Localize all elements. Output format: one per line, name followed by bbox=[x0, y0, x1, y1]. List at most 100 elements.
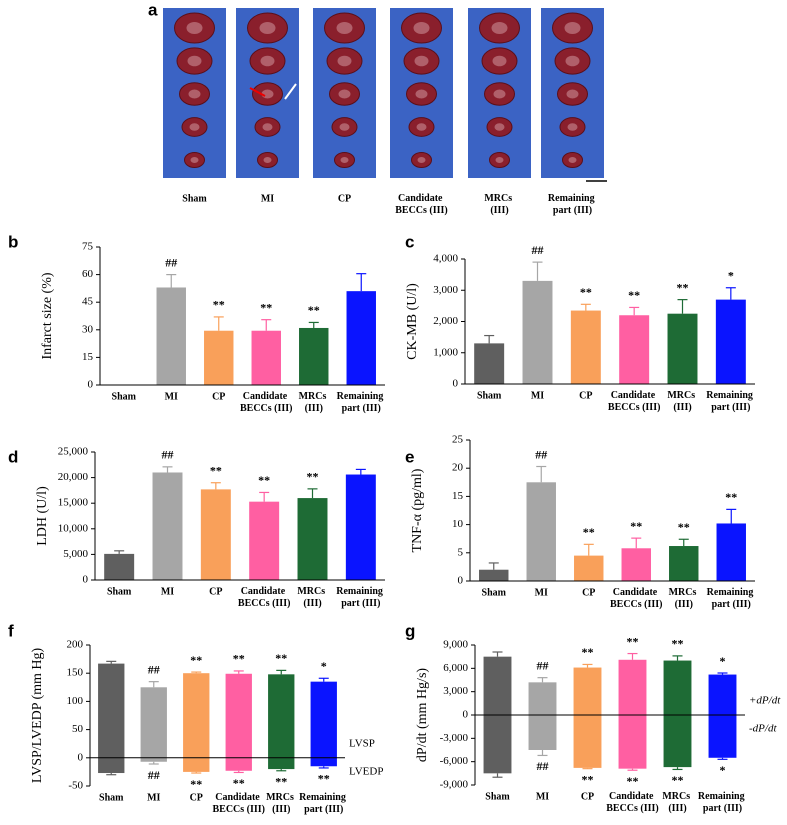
x-tick-label: Candidate BECCs (III) bbox=[212, 792, 265, 815]
significance-label: ** bbox=[627, 634, 639, 648]
bar bbox=[249, 501, 280, 580]
bar bbox=[570, 310, 601, 384]
panel-letter: b bbox=[8, 232, 18, 251]
y-tick-label: 2,000 bbox=[433, 315, 458, 327]
y-tick-label: 0 bbox=[458, 575, 464, 587]
error-bar bbox=[233, 670, 244, 674]
significance-label: ** bbox=[190, 653, 202, 667]
bar bbox=[98, 663, 125, 758]
y-tick-label: 50 bbox=[72, 723, 84, 735]
x-tick-label: MRCs (III) bbox=[266, 792, 296, 815]
y-tick-label: 0 bbox=[453, 378, 459, 390]
heart-slice-inner bbox=[565, 55, 580, 67]
x-tick-label: Candidate BECCs (III) bbox=[608, 390, 661, 413]
error-bar bbox=[537, 750, 548, 757]
x-tick-label: CP bbox=[581, 791, 594, 802]
error-bar bbox=[537, 677, 548, 683]
x-tick-label: MRCs (III) bbox=[669, 587, 699, 610]
significance-label: * bbox=[321, 659, 327, 673]
heart-slice-inner bbox=[190, 157, 199, 163]
significance-label: ** bbox=[318, 772, 330, 786]
y-tick-label: 1,000 bbox=[433, 346, 458, 358]
heart-slice-inner bbox=[566, 89, 579, 99]
panel-letter: c bbox=[405, 232, 414, 251]
heart-slice-inner bbox=[494, 123, 505, 131]
error-bar bbox=[259, 491, 270, 502]
significance-label: ** bbox=[582, 772, 594, 786]
error-bar bbox=[162, 466, 173, 473]
error-bar bbox=[580, 303, 591, 311]
heart-slice-inner bbox=[260, 55, 275, 67]
significance-label: ## bbox=[537, 759, 549, 773]
heart-slice-inner bbox=[568, 157, 577, 163]
heart-slice-inner bbox=[187, 55, 202, 67]
bar bbox=[618, 659, 647, 715]
heart-slice-inner bbox=[189, 123, 200, 131]
error-bar bbox=[677, 299, 688, 314]
error-bar bbox=[717, 672, 728, 675]
x-tick-label: Candidate BECCs (III) bbox=[606, 791, 659, 814]
y-tick-label: -50 bbox=[68, 780, 83, 792]
error-bar bbox=[106, 660, 117, 664]
bar bbox=[200, 489, 231, 580]
y-tick-label: 0 bbox=[88, 379, 94, 391]
bar bbox=[708, 674, 737, 715]
heart-slice-inner bbox=[564, 22, 581, 34]
legend-label: -dP/dt bbox=[749, 723, 777, 735]
bar bbox=[297, 498, 328, 580]
bar bbox=[310, 681, 337, 758]
bar bbox=[663, 660, 692, 715]
error-bar bbox=[582, 767, 593, 770]
red-arrow bbox=[249, 87, 266, 97]
error-bar bbox=[106, 773, 117, 776]
y-tick-label: 25,000 bbox=[58, 446, 89, 458]
bar bbox=[268, 674, 295, 758]
bar bbox=[156, 287, 186, 385]
error-bar bbox=[672, 655, 683, 661]
heart-slice-inner bbox=[336, 22, 353, 34]
bar bbox=[183, 673, 210, 758]
error-bar bbox=[725, 287, 736, 300]
heart-slice-inner bbox=[493, 89, 506, 99]
bar bbox=[669, 546, 699, 581]
significance-label: ## bbox=[148, 662, 160, 676]
bar bbox=[251, 330, 281, 385]
bar bbox=[268, 757, 295, 770]
x-tick-label: MI bbox=[531, 390, 544, 401]
heart-slice-inner bbox=[417, 157, 426, 163]
panel-letter: d bbox=[8, 447, 18, 466]
x-tick-label: Candidate BECCs (III) bbox=[238, 586, 291, 609]
error-bar bbox=[488, 562, 499, 570]
significance-label: ** bbox=[672, 637, 684, 651]
significance-label: ** bbox=[210, 463, 222, 477]
panel-letter: f bbox=[8, 621, 14, 640]
error-bar bbox=[148, 761, 159, 765]
significance-label: ** bbox=[630, 519, 642, 533]
significance-label: ** bbox=[627, 774, 639, 788]
significance-label: ** bbox=[307, 470, 319, 484]
panel-letter: e bbox=[405, 447, 414, 466]
y-axis-label: LDH (U/l) bbox=[35, 486, 50, 546]
error-bar bbox=[166, 274, 177, 288]
x-tick-label: Remaining part (III) bbox=[337, 391, 386, 414]
x-tick-label: Sham bbox=[485, 791, 510, 802]
error-bar bbox=[583, 543, 594, 556]
heart-slice-inner bbox=[262, 123, 273, 131]
legend-label: LVEDP bbox=[349, 765, 383, 777]
x-tick-label: MRCs (III) bbox=[667, 390, 697, 413]
bar bbox=[140, 757, 167, 762]
y-tick-label: 15 bbox=[82, 351, 94, 363]
y-tick-label: 200 bbox=[67, 639, 84, 651]
y-tick-label: 0 bbox=[463, 709, 469, 721]
bar bbox=[619, 315, 650, 384]
x-tick-label: Candidate BECCs (III) bbox=[610, 587, 663, 610]
bar bbox=[474, 343, 505, 384]
bar bbox=[140, 687, 167, 758]
significance-label: ** bbox=[275, 651, 287, 665]
significance-label: ## bbox=[535, 447, 547, 461]
significance-label: * bbox=[728, 269, 734, 283]
error-bar bbox=[318, 677, 329, 682]
x-tick-label: CP bbox=[209, 586, 222, 597]
error-bar bbox=[213, 316, 224, 331]
